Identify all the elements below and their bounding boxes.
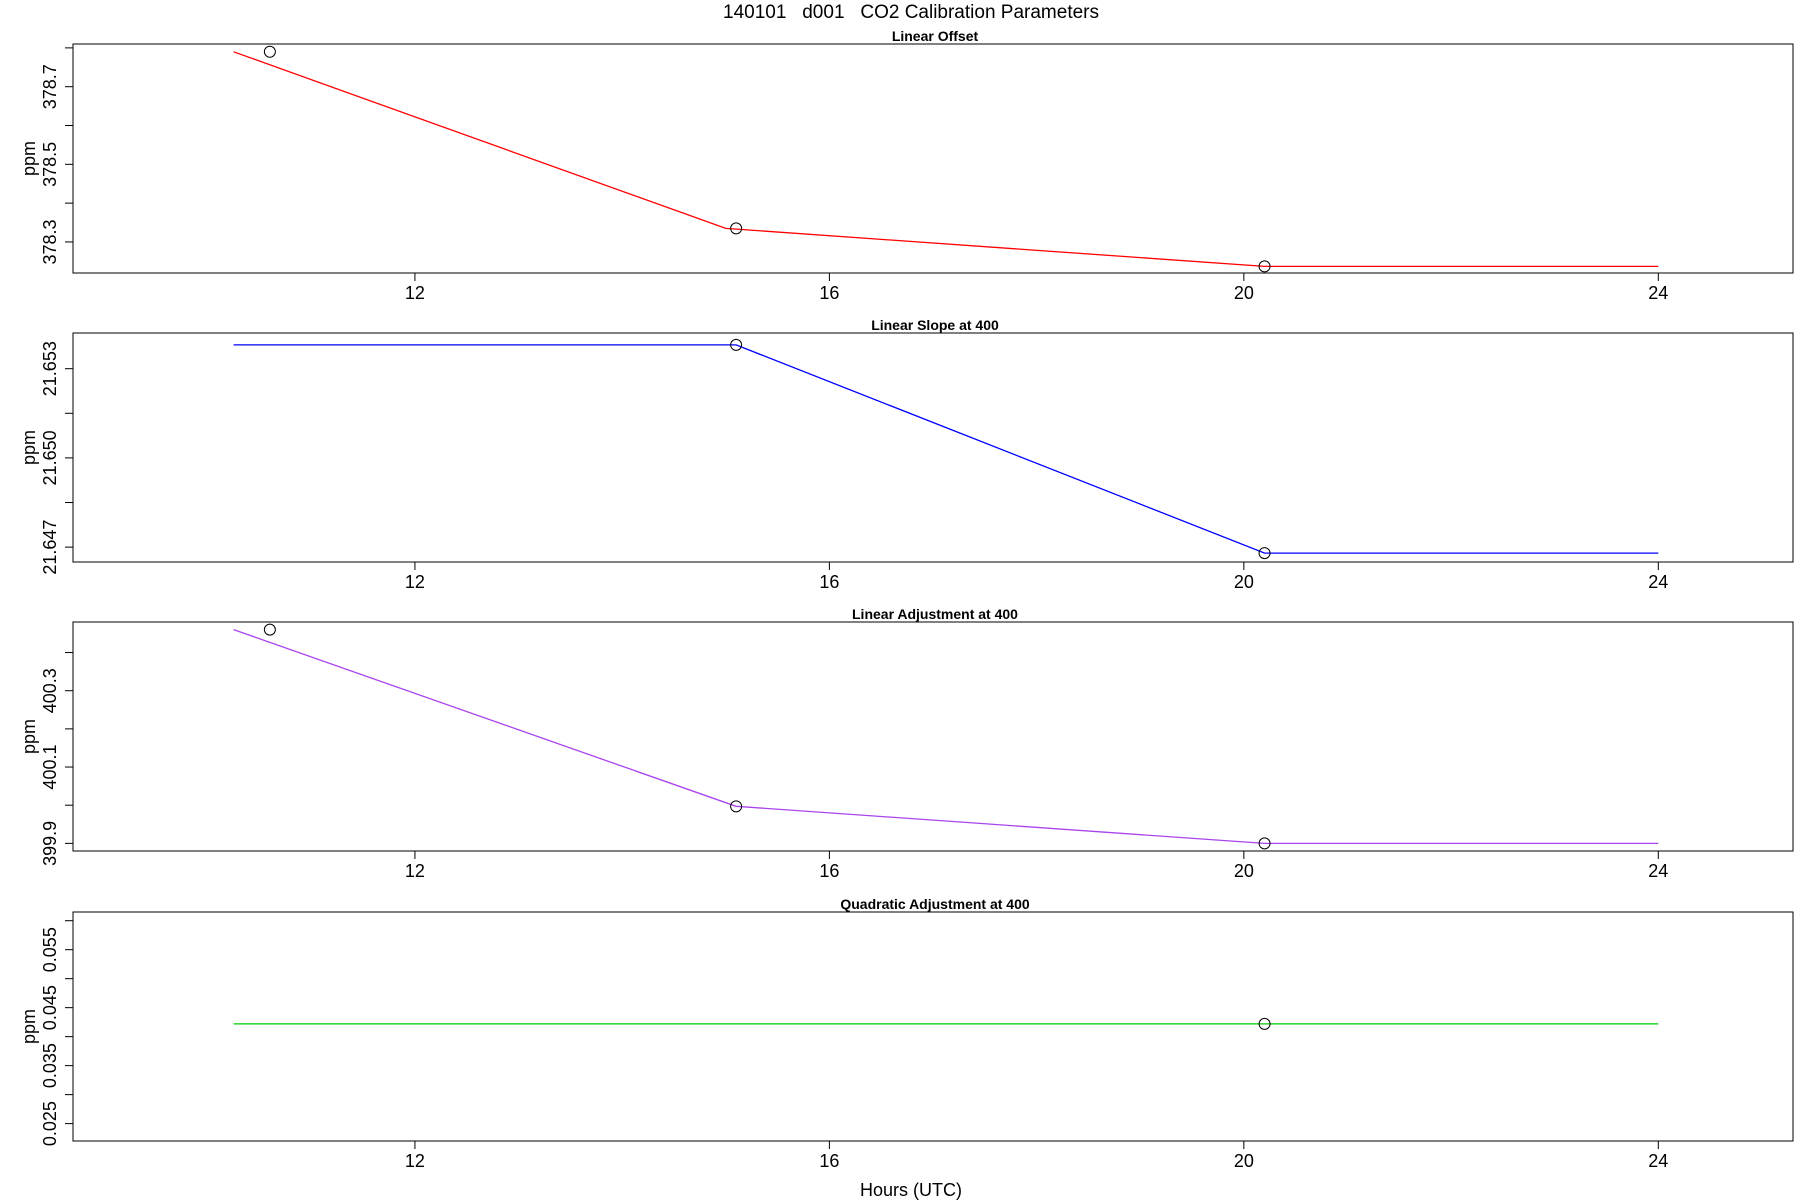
y-tick-label: 399.9 [40, 821, 60, 866]
x-axis-label: Hours (UTC) [860, 1180, 962, 1200]
y-tick-label: 21.653 [40, 341, 60, 396]
plot-frame [72, 332, 1794, 563]
panel-1: Linear Offset 12 16 20 24 378.3 378.5 378.7 ppm [19, 28, 1794, 303]
y-tick-label: 400.1 [40, 745, 60, 790]
series-line [233, 344, 1659, 554]
plot-frame [72, 43, 1794, 274]
data-point [1258, 837, 1271, 850]
panel-title: Linear Slope at 400 [871, 317, 999, 333]
panel-title: Quadratic Adjustment at 400 [840, 896, 1030, 912]
panel-2: Linear Slope at 400 12 16 20 24 21.647 21.650 2… [19, 317, 1794, 592]
y-tick-label: 400.3 [40, 668, 60, 713]
y-tick-label: 21.647 [40, 520, 60, 575]
plot-frame [72, 621, 1794, 852]
x-tick-label: 12 [405, 572, 425, 592]
x-tick-label: 12 [405, 1151, 425, 1171]
series-line [233, 51, 1659, 268]
data-point [263, 623, 276, 636]
x-tick-label: 16 [819, 861, 839, 881]
panel-3: Linear Adjustment at 400 12 16 20 24 399.9 400… [19, 606, 1794, 881]
y-tick-label: 0.035 [40, 1043, 60, 1088]
figure-title: 140101 d001 CO2 Calibration Parameters [723, 2, 1099, 23]
x-tick-label: 12 [405, 283, 425, 303]
plot-frame [72, 911, 1794, 1142]
panel-4: Quadratic Adjustment at 400 12 16 20 24 0.025… [19, 896, 1794, 1171]
data-point [1258, 1017, 1271, 1030]
y-tick-label: 378.5 [40, 142, 60, 187]
x-tick-label: 16 [819, 572, 839, 592]
panel-title: Linear Offset [892, 28, 979, 44]
series-line [233, 628, 1659, 845]
data-point [1258, 260, 1271, 273]
y-tick-label: 0.055 [40, 927, 60, 972]
y-axis-label: ppm [19, 430, 39, 465]
x-tick-label: 20 [1234, 861, 1254, 881]
data-point [730, 800, 743, 813]
y-axis-label: ppm [19, 719, 39, 754]
panel-title: Linear Adjustment at 400 [852, 606, 1018, 622]
x-tick-label: 20 [1234, 283, 1254, 303]
x-tick-label: 12 [405, 861, 425, 881]
data-point [1258, 547, 1271, 560]
y-tick-label: 21.650 [40, 430, 60, 485]
x-tick-label: 24 [1648, 283, 1668, 303]
y-tick-label: 0.025 [40, 1101, 60, 1146]
x-tick-label: 24 [1648, 572, 1668, 592]
data-point [730, 222, 743, 235]
y-tick-label: 0.045 [40, 985, 60, 1030]
y-tick-label: 378.7 [40, 64, 60, 109]
x-tick-label: 16 [819, 1151, 839, 1171]
x-tick-label: 24 [1648, 1151, 1668, 1171]
x-tick-label: 24 [1648, 861, 1668, 881]
y-axis-label: ppm [19, 1009, 39, 1044]
x-tick-label: 20 [1234, 572, 1254, 592]
y-tick-label: 378.3 [40, 219, 60, 264]
x-tick-label: 20 [1234, 1151, 1254, 1171]
x-tick-label: 16 [819, 283, 839, 303]
y-axis-label: ppm [19, 141, 39, 176]
data-point [263, 45, 276, 58]
data-point [730, 338, 743, 351]
